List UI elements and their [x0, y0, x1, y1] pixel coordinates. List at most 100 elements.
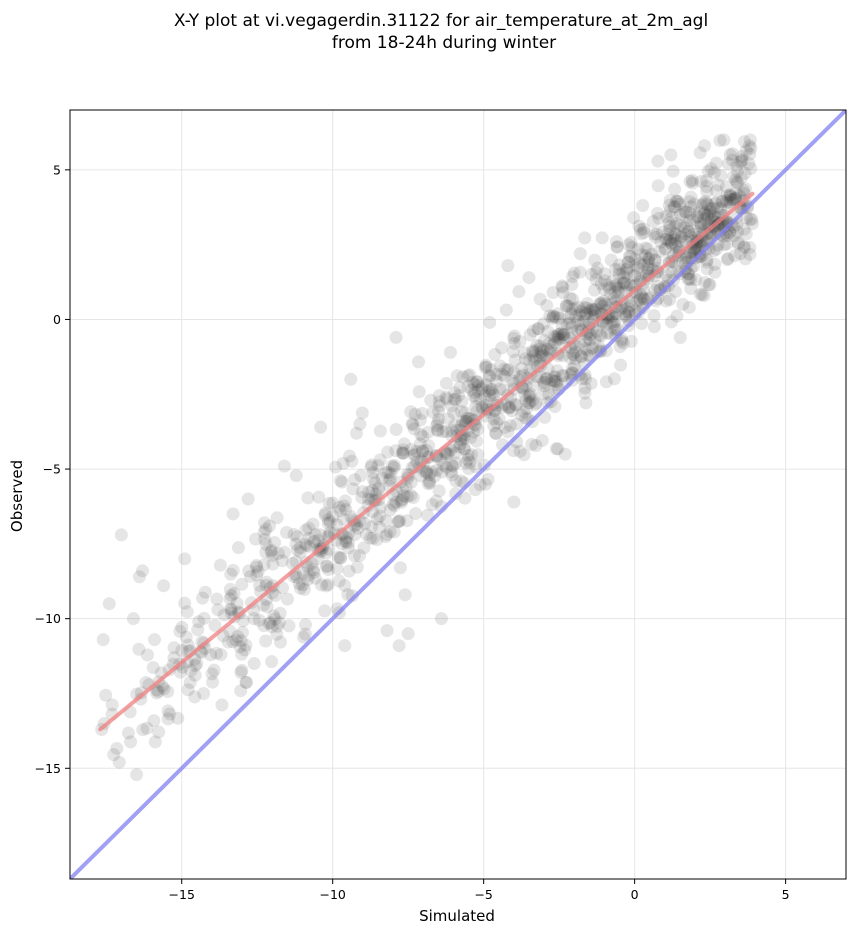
data-point: [449, 487, 463, 501]
data-point: [489, 426, 503, 440]
data-point: [634, 223, 648, 237]
data-point: [434, 453, 448, 467]
data-point: [678, 227, 692, 241]
data-point: [273, 606, 287, 620]
data-point: [619, 309, 633, 323]
data-point: [264, 545, 278, 559]
data-point: [293, 541, 307, 555]
data-point: [717, 220, 731, 234]
data-point: [663, 233, 677, 247]
data-point: [732, 188, 746, 202]
data-point: [183, 675, 197, 689]
data-point: [489, 367, 503, 381]
data-point: [464, 431, 478, 445]
data-point: [384, 467, 398, 481]
data-point: [670, 309, 684, 323]
data-point: [717, 238, 731, 252]
data-point: [355, 490, 369, 504]
data-point: [296, 578, 310, 592]
data-point: [406, 418, 420, 432]
data-point: [665, 265, 679, 279]
data-point: [509, 398, 523, 412]
data-point: [654, 235, 668, 249]
data-point: [542, 387, 556, 401]
data-point: [180, 605, 194, 619]
data-point: [580, 297, 594, 311]
data-point: [743, 133, 757, 147]
data-point: [537, 317, 551, 331]
data-point: [638, 241, 652, 255]
data-point: [297, 630, 311, 644]
data-point: [731, 176, 745, 190]
data-point: [713, 134, 727, 148]
data-point: [234, 666, 248, 680]
data-point: [308, 528, 322, 542]
data-point: [453, 437, 467, 451]
data-point: [659, 268, 673, 282]
data-point: [598, 274, 612, 288]
data-point: [410, 444, 424, 458]
data-point: [619, 278, 633, 292]
data-point: [674, 230, 688, 244]
data-point: [307, 535, 321, 549]
data-point: [311, 534, 325, 548]
data-point: [432, 404, 446, 418]
data-point: [541, 324, 555, 338]
data-point: [621, 255, 635, 269]
data-point: [488, 347, 502, 361]
data-point: [733, 247, 747, 261]
data-point: [514, 361, 528, 375]
data-point: [729, 186, 743, 200]
data-point: [355, 485, 369, 499]
data-point: [740, 211, 754, 225]
data-point: [546, 286, 560, 300]
data-point: [102, 597, 116, 611]
data-point: [664, 148, 678, 162]
data-point: [647, 309, 661, 323]
data-point: [542, 336, 556, 350]
data-point: [545, 311, 559, 325]
data-point: [663, 204, 677, 218]
data-point: [253, 578, 267, 592]
data-point: [699, 174, 713, 188]
data-point: [662, 216, 676, 230]
data-point: [448, 393, 462, 407]
data-point: [372, 481, 386, 495]
data-point: [593, 344, 607, 358]
data-point: [302, 521, 316, 535]
data-point: [642, 252, 656, 266]
data-point: [610, 281, 624, 295]
data-point: [677, 220, 691, 234]
data-point: [551, 307, 565, 321]
data-point: [551, 442, 565, 456]
data-point: [223, 582, 237, 596]
data-point: [731, 237, 745, 251]
data-point: [507, 331, 521, 345]
data-point: [641, 261, 655, 275]
data-point: [573, 265, 587, 279]
data-point: [355, 406, 369, 420]
data-point: [728, 192, 742, 206]
data-point: [622, 249, 636, 263]
data-point: [706, 201, 720, 215]
data-point: [663, 292, 677, 306]
data-point: [518, 352, 532, 366]
data-point: [179, 630, 193, 644]
data-point: [523, 387, 537, 401]
data-point: [553, 332, 567, 346]
data-point: [670, 194, 684, 208]
data-point: [235, 577, 249, 591]
data-point: [683, 206, 697, 220]
data-point: [178, 596, 192, 610]
data-point: [578, 300, 592, 314]
data-point: [379, 530, 393, 544]
data-point: [727, 229, 741, 243]
data-point: [548, 336, 562, 350]
data-point: [340, 531, 354, 545]
data-point: [230, 597, 244, 611]
data-point: [579, 372, 593, 386]
data-point: [364, 460, 378, 474]
data-point: [505, 404, 519, 418]
data-point: [562, 311, 576, 325]
data-point: [707, 166, 721, 180]
